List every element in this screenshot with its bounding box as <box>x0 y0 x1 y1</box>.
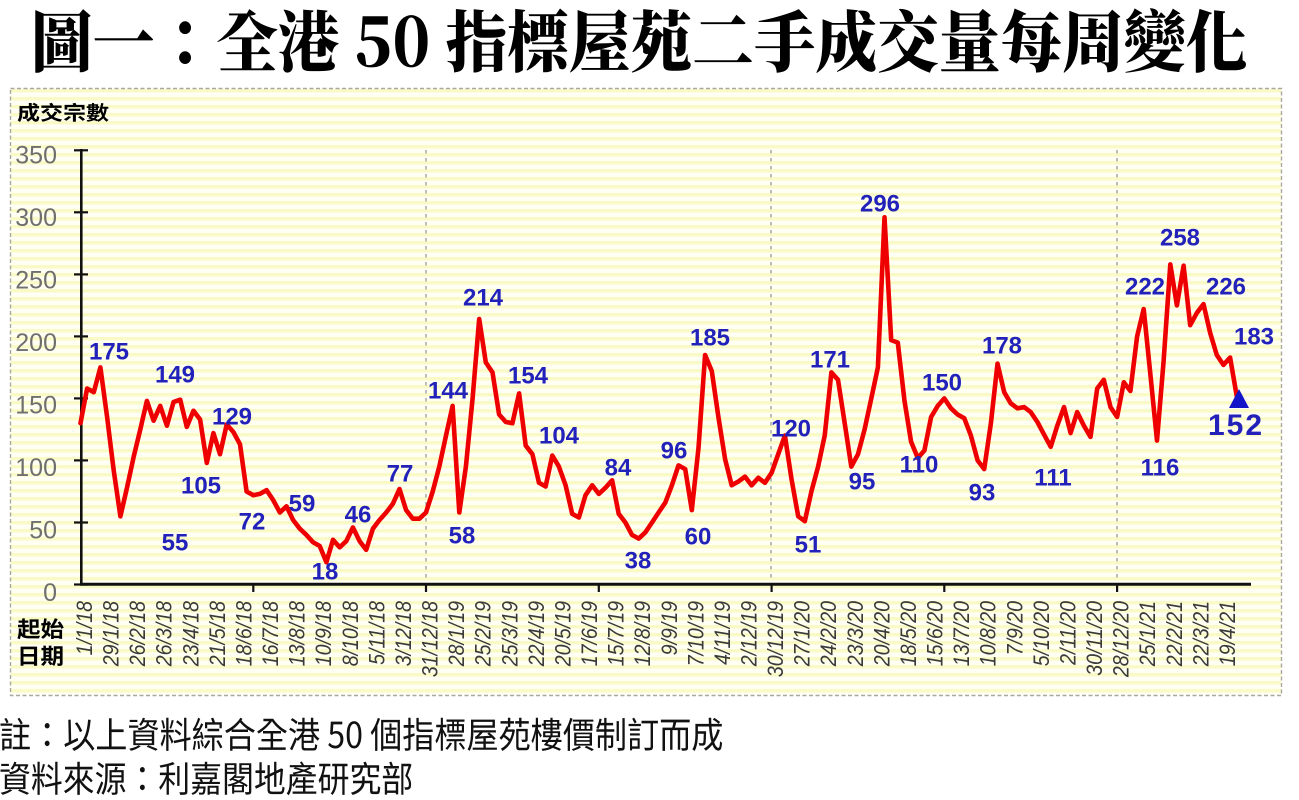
svg-text:15/6/20: 15/6/20 <box>923 601 948 667</box>
svg-text:104: 104 <box>539 423 580 450</box>
svg-text:58: 58 <box>449 523 476 550</box>
svg-text:5/11/18: 5/11/18 <box>365 601 390 665</box>
svg-text:258: 258 <box>1160 225 1200 252</box>
svg-text:178: 178 <box>982 333 1022 360</box>
svg-text:60: 60 <box>685 524 712 551</box>
svg-text:150: 150 <box>922 370 962 397</box>
svg-text:29/1/18: 29/1/18 <box>99 601 124 667</box>
svg-text:30/12/19: 30/12/19 <box>764 601 789 677</box>
svg-text:7/9/20: 7/9/20 <box>1003 601 1028 656</box>
svg-text:23/3/20: 23/3/20 <box>844 601 869 667</box>
svg-text:25/1/21: 25/1/21 <box>1136 601 1161 667</box>
svg-text:2/11/20: 2/11/20 <box>1056 601 1081 666</box>
svg-text:38: 38 <box>625 548 652 575</box>
svg-text:171: 171 <box>810 347 850 374</box>
svg-text:3/12/18: 3/12/18 <box>392 601 417 667</box>
svg-text:15/7/19: 15/7/19 <box>604 601 629 667</box>
svg-text:31/12/18: 31/12/18 <box>418 601 443 677</box>
svg-text:26/3/18: 26/3/18 <box>152 601 177 667</box>
svg-text:77: 77 <box>387 461 414 488</box>
svg-text:150: 150 <box>15 392 57 420</box>
svg-text:152: 152 <box>1208 409 1264 442</box>
svg-text:5/10/20: 5/10/20 <box>1030 601 1055 667</box>
svg-text:22/2/21: 22/2/21 <box>1163 601 1188 667</box>
svg-text:51: 51 <box>795 532 822 559</box>
svg-text:185: 185 <box>690 325 730 352</box>
svg-text:13/7/20: 13/7/20 <box>950 601 975 667</box>
svg-text:22/3/21: 22/3/21 <box>1189 601 1214 667</box>
svg-text:19/4/21: 19/4/21 <box>1216 601 1241 666</box>
svg-text:18: 18 <box>312 559 339 586</box>
svg-text:95: 95 <box>849 469 876 496</box>
svg-text:30/11/20: 30/11/20 <box>1083 601 1108 676</box>
svg-text:154: 154 <box>508 363 549 390</box>
svg-text:129: 129 <box>212 404 252 431</box>
svg-text:250: 250 <box>15 267 57 295</box>
svg-text:25/2/19: 25/2/19 <box>471 601 496 667</box>
svg-text:111: 111 <box>1034 465 1071 492</box>
svg-text:13/8/18: 13/8/18 <box>285 601 310 667</box>
svg-text:105: 105 <box>181 473 221 500</box>
svg-text:16/7/18: 16/7/18 <box>259 601 284 667</box>
svg-text:214: 214 <box>463 285 504 312</box>
svg-text:144: 144 <box>428 378 469 405</box>
svg-text:110: 110 <box>900 452 939 479</box>
svg-text:200: 200 <box>15 329 57 357</box>
svg-text:222: 222 <box>1125 274 1165 301</box>
svg-text:149: 149 <box>155 362 195 389</box>
svg-text:18/5/20: 18/5/20 <box>897 601 922 667</box>
svg-text:300: 300 <box>15 204 57 232</box>
svg-text:120: 120 <box>771 416 811 443</box>
svg-text:26/2/18: 26/2/18 <box>126 601 151 667</box>
svg-text:22/4/19: 22/4/19 <box>525 601 550 667</box>
svg-text:55: 55 <box>162 530 189 557</box>
svg-text:72: 72 <box>239 509 266 536</box>
svg-text:93: 93 <box>969 480 996 507</box>
svg-text:59: 59 <box>289 491 316 518</box>
svg-text:0: 0 <box>43 579 57 607</box>
svg-text:2/12/19: 2/12/19 <box>737 601 762 667</box>
svg-text:175: 175 <box>89 339 129 366</box>
svg-text:27/1/20: 27/1/20 <box>790 601 815 667</box>
svg-text:1/1/18: 1/1/18 <box>73 601 98 656</box>
svg-text:23/4/18: 23/4/18 <box>179 601 204 667</box>
svg-text:96: 96 <box>661 438 688 465</box>
svg-text:46: 46 <box>345 502 372 529</box>
svg-text:21/5/18: 21/5/18 <box>206 601 231 667</box>
svg-text:10/9/18: 10/9/18 <box>312 601 337 667</box>
svg-text:183: 183 <box>1234 324 1274 351</box>
svg-text:84: 84 <box>605 455 632 482</box>
svg-text:17/6/19: 17/6/19 <box>578 601 603 667</box>
svg-text:296: 296 <box>860 191 900 218</box>
svg-text:7/10/19: 7/10/19 <box>684 601 709 667</box>
svg-text:350: 350 <box>15 141 57 169</box>
svg-text:25/3/19: 25/3/19 <box>498 601 523 667</box>
svg-text:8/10/18: 8/10/18 <box>339 601 364 667</box>
svg-text:226: 226 <box>1206 274 1246 301</box>
svg-text:20/4/20: 20/4/20 <box>870 601 895 667</box>
svg-text:28/1/19: 28/1/19 <box>445 601 470 667</box>
svg-text:18/6/18: 18/6/18 <box>232 601 257 667</box>
svg-text:50: 50 <box>29 517 57 545</box>
svg-text:12/8/19: 12/8/19 <box>631 601 656 667</box>
svg-text:4/11/19: 4/11/19 <box>711 601 736 665</box>
svg-text:24/2/20: 24/2/20 <box>817 601 842 667</box>
svg-text:9/9/19: 9/9/19 <box>658 601 683 656</box>
svg-text:20/5/19: 20/5/19 <box>551 601 576 667</box>
svg-text:100: 100 <box>15 454 57 482</box>
svg-text:28/12/20: 28/12/20 <box>1109 601 1134 678</box>
svg-text:116: 116 <box>1141 455 1180 482</box>
svg-text:10/8/20: 10/8/20 <box>976 601 1001 667</box>
